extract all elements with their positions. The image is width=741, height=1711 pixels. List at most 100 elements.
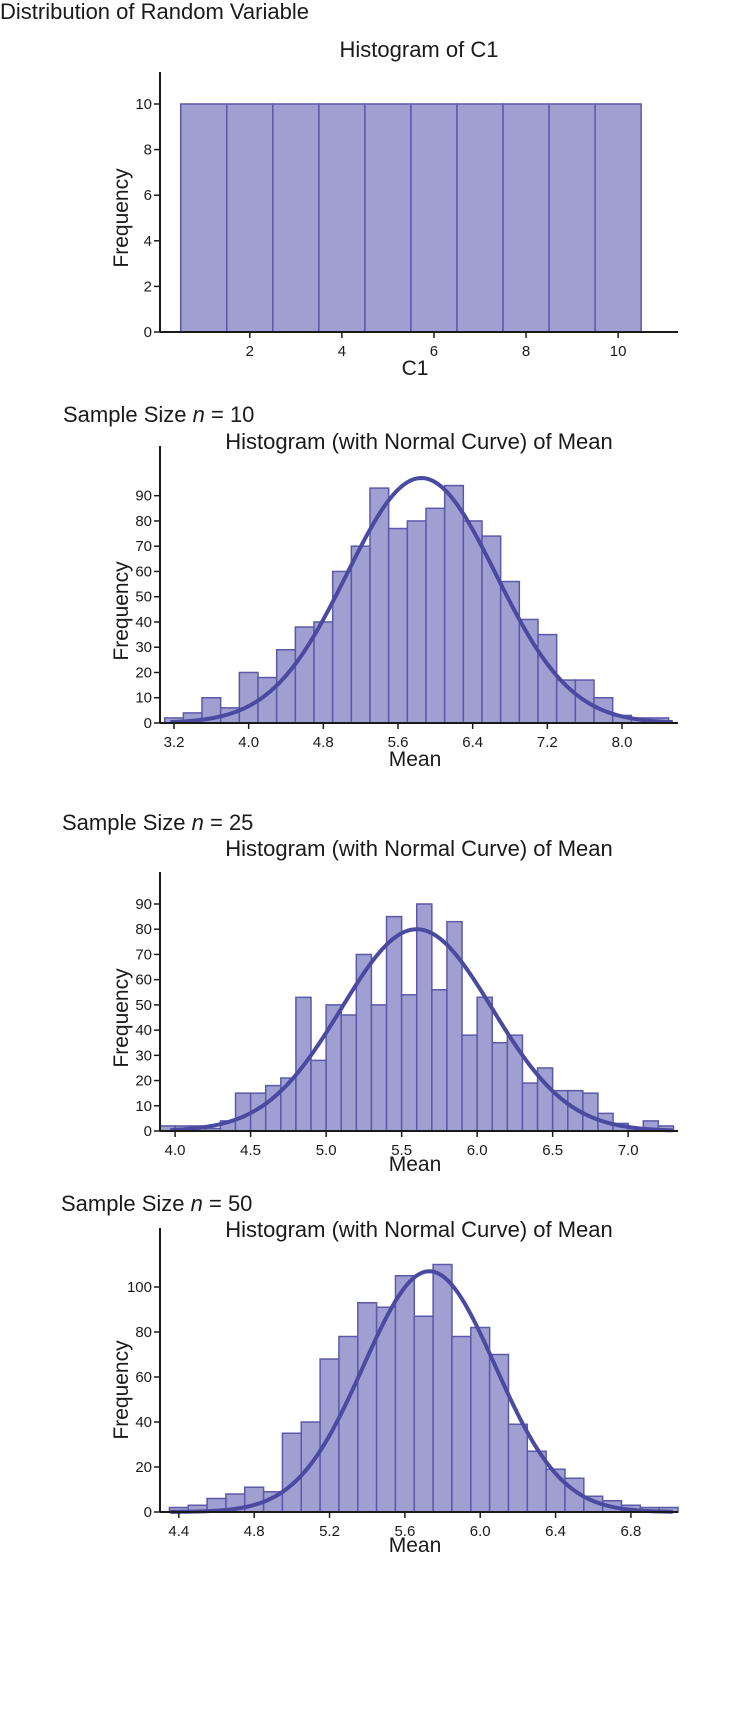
- y-tick-label: 30: [135, 639, 152, 656]
- normal-curve: [170, 476, 673, 725]
- x-tick-label: 3.2: [164, 734, 185, 751]
- heading-suffix: = 25: [203, 810, 254, 835]
- histogram-bar: [338, 1335, 359, 1513]
- y-tick-label: 0: [144, 1504, 152, 1521]
- normal-curve: [170, 927, 673, 1133]
- y-tick-label: 100: [127, 1279, 152, 1296]
- x-axis-label: Mean: [389, 1534, 442, 1557]
- histogram-bar: [537, 633, 558, 724]
- y-tick-label: 10: [135, 1098, 152, 1115]
- x-axis-label: Mean: [389, 748, 442, 771]
- x-tick-label: 6.8: [620, 1523, 641, 1540]
- heading-variable: n: [190, 1191, 203, 1216]
- x-tick-label: 4.0: [165, 1142, 186, 1159]
- histogram-bar: [415, 903, 433, 1132]
- y-tick-label: 2: [144, 278, 152, 295]
- y-tick-label: 20: [135, 664, 152, 681]
- histogram-bar: [456, 103, 504, 333]
- x-tick-label: 7.2: [537, 734, 558, 751]
- x-tick-label: 6.0: [470, 1523, 491, 1540]
- histogram-bar: [370, 1004, 388, 1132]
- histogram-bar: [350, 545, 371, 724]
- x-tick-label: 8: [522, 343, 530, 360]
- histogram-bar: [461, 1034, 478, 1132]
- x-tick-label: 7.0: [618, 1142, 639, 1159]
- histogram-bar: [364, 103, 412, 333]
- histogram-bar: [425, 507, 446, 724]
- histogram-bar: [272, 103, 320, 333]
- y-tick-label: 40: [135, 1414, 152, 1431]
- y-axis-label: Frequency: [110, 168, 133, 268]
- histogram-bar: [226, 103, 274, 333]
- histogram-bar: [476, 996, 493, 1132]
- histogram-mean-n25: 0 10 20 30 40 50 60 70 80 90 4.0 4.5 5.0 5.5 6.0 6.5 7.0…: [110, 836, 678, 1176]
- y-tick-label: 50: [135, 997, 152, 1014]
- histogram-bar: [451, 1335, 472, 1513]
- histogram-c1: 0 2 4 6 8 10 2 4 6 8 10 Histogram of C1 C1 Frequency: [110, 37, 678, 380]
- histogram-bar: [406, 520, 427, 724]
- y-tick-label: 70: [135, 538, 152, 555]
- chart-title: Histogram of C1: [340, 37, 499, 62]
- histogram-bar: [491, 1041, 509, 1132]
- histogram-bar: [594, 103, 642, 333]
- histogram-bar: [443, 484, 465, 724]
- y-tick-label: 40: [135, 1022, 152, 1039]
- bars: [179, 103, 642, 333]
- x-tick-label: 5.5: [391, 1142, 412, 1159]
- histogram-bar: [410, 103, 458, 333]
- histogram-bar: [310, 1059, 327, 1132]
- x-tick-label: 5.0: [316, 1142, 337, 1159]
- y-tick-label: 20: [135, 1073, 152, 1090]
- histogram-bar: [394, 1275, 416, 1513]
- y-tick-label: 6: [144, 187, 152, 204]
- y-tick-label: 10: [135, 690, 152, 707]
- histogram-bar: [385, 915, 403, 1132]
- y-axis-label: Frequency: [110, 968, 133, 1068]
- y-tick-label: 4: [144, 233, 152, 250]
- y-tick-label: 90: [135, 488, 152, 505]
- x-tick-label: 6.5: [542, 1142, 563, 1159]
- x-tick-label: 5.6: [388, 734, 409, 751]
- y-tick-label: 80: [135, 513, 152, 530]
- x-tick-label: 6.0: [467, 1142, 488, 1159]
- bars: [159, 903, 675, 1132]
- histogram-bar: [548, 103, 596, 333]
- x-tick-label: 4.4: [168, 1523, 189, 1540]
- y-tick-label: 50: [135, 589, 152, 606]
- histogram-bar: [507, 1423, 529, 1513]
- y-tick-label: 8: [144, 142, 152, 159]
- y-tick-label: 80: [135, 921, 152, 938]
- histogram-bar: [375, 1306, 397, 1513]
- histogram-bar: [413, 1315, 434, 1513]
- histogram-bar: [432, 1263, 453, 1513]
- section-heading-n50: Sample Size n = 50: [61, 1191, 252, 1217]
- histogram-bar: [179, 103, 228, 333]
- y-tick-label: 20: [135, 1459, 152, 1476]
- heading-prefix: Sample Size: [62, 810, 192, 835]
- y-tick-label: 70: [135, 946, 152, 963]
- heading-suffix: = 50: [202, 1191, 253, 1216]
- chart-title: Histogram (with Normal Curve) of Mean: [225, 836, 613, 861]
- x-tick-label: 8.0: [612, 734, 633, 751]
- y-tick-label: 0: [144, 324, 152, 341]
- x-tick-label: 4.8: [244, 1523, 265, 1540]
- y-tick-label: 30: [135, 1047, 152, 1064]
- y-tick-label: 0: [144, 715, 152, 732]
- x-tick-label: 4: [338, 343, 346, 360]
- histogram-bar: [387, 527, 409, 724]
- x-tick-label: 6: [430, 343, 438, 360]
- histogram-bar: [357, 1302, 378, 1513]
- section-heading-n10: Sample Size n = 10: [63, 402, 254, 428]
- heading-variable: n: [192, 402, 205, 427]
- heading-variable: n: [191, 810, 204, 835]
- y-axis-label: Frequency: [110, 561, 133, 661]
- x-axis-label: C1: [402, 357, 429, 380]
- x-tick-label: 5.6: [394, 1523, 415, 1540]
- x-tick-label: 6.4: [462, 734, 483, 751]
- bars: [168, 1263, 679, 1513]
- heading-prefix: Sample Size: [61, 1191, 191, 1216]
- histogram-bar: [462, 520, 483, 724]
- histogram-bar: [275, 649, 297, 724]
- section-heading-n25: Sample Size n = 25: [62, 810, 253, 836]
- x-axis-label: Mean: [389, 1153, 442, 1176]
